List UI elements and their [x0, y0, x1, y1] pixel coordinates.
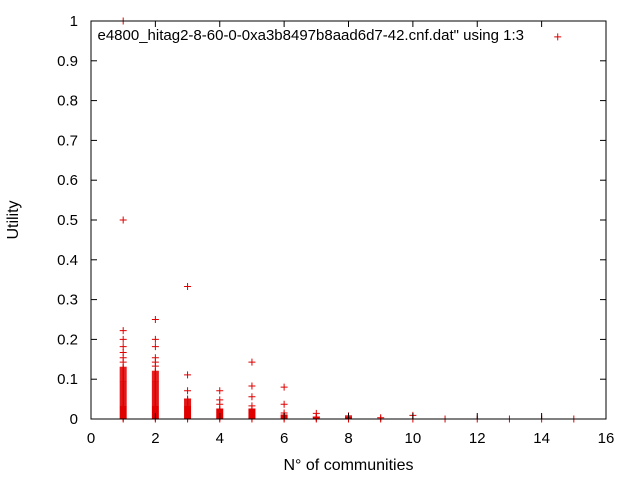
data-point	[184, 371, 192, 379]
x-axis-label: N° of communities	[284, 457, 414, 474]
data-point	[119, 216, 127, 224]
y-tick-label: 1	[70, 13, 78, 30]
data-point	[119, 343, 127, 351]
data-point	[184, 395, 192, 403]
data-point	[216, 400, 224, 408]
y-tick-label: 0	[70, 411, 78, 428]
data-point	[151, 343, 159, 351]
y-tick-label: 0.8	[57, 93, 78, 110]
y-tick-label: 0.2	[57, 331, 78, 348]
legend-label: e4800_hitag2-8-60-0-0xa3b8497b8aad6d7-42…	[98, 27, 525, 44]
y-tick-label: 0.7	[57, 132, 78, 149]
data-point	[280, 400, 288, 408]
data-point	[248, 402, 256, 410]
data-point	[248, 358, 256, 366]
x-tick-label: 0	[87, 430, 95, 447]
data-point	[119, 335, 127, 343]
data-point	[119, 358, 127, 366]
y-tick-label: 0.3	[57, 292, 78, 309]
data-point	[119, 327, 127, 335]
x-tick-label: 4	[216, 430, 224, 447]
x-tick-label: 12	[469, 430, 486, 447]
legend: e4800_hitag2-8-60-0-0xa3b8497b8aad6d7-42…	[98, 27, 525, 44]
legend-marker	[554, 33, 562, 41]
data-point	[216, 387, 224, 395]
axes: 0 2 4 6 8 10 12 14 16 0 0.1 0.2 0.3 0.4 0.5 0.6 0.7 0.8 0.…	[57, 13, 614, 447]
data-point	[184, 387, 192, 395]
x-tick-label: 10	[405, 430, 422, 447]
y-tick-label: 0.9	[57, 53, 78, 70]
y-tick-label: 0.6	[57, 172, 78, 189]
y-tick-label: 0.5	[57, 212, 78, 229]
data-point	[248, 393, 256, 401]
y-tick-label: 0.4	[57, 252, 78, 269]
data-point	[151, 316, 159, 323]
y-tick-label: 0.1	[57, 371, 78, 388]
data-point	[151, 362, 159, 370]
x-tick-label: 14	[533, 430, 550, 447]
x-tick-label: 16	[598, 430, 615, 447]
x-tick-label: 2	[151, 430, 159, 447]
x-tick-label: 8	[344, 430, 352, 447]
y-axis-label: Utility	[5, 200, 22, 239]
data-point	[184, 282, 192, 290]
data-point	[280, 383, 288, 391]
data-point	[248, 382, 256, 390]
data-point	[151, 335, 159, 343]
x-tick-label: 6	[280, 430, 288, 447]
